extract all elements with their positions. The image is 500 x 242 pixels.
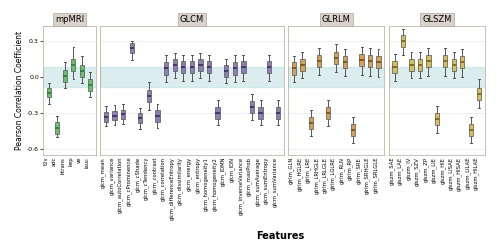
- Bar: [360, 54, 364, 66]
- Bar: [224, 65, 228, 77]
- Bar: [190, 61, 194, 73]
- Bar: [342, 56, 347, 68]
- Title: GLSZM: GLSZM: [422, 15, 452, 24]
- Bar: [351, 124, 355, 136]
- Bar: [300, 59, 304, 71]
- Bar: [250, 101, 254, 113]
- Bar: [410, 59, 414, 71]
- Bar: [80, 65, 84, 77]
- Bar: [207, 61, 211, 73]
- Bar: [434, 113, 439, 125]
- Bar: [292, 62, 296, 75]
- Bar: [88, 79, 92, 91]
- Bar: [172, 59, 177, 71]
- Bar: [232, 62, 237, 75]
- Text: Features: Features: [256, 231, 304, 241]
- Bar: [130, 43, 134, 53]
- Y-axis label: Pearson Correlation Coefficient: Pearson Correlation Coefficient: [15, 31, 24, 150]
- Title: GLRLM: GLRLM: [322, 15, 350, 24]
- Bar: [418, 59, 422, 71]
- Bar: [138, 113, 142, 123]
- Bar: [267, 61, 272, 73]
- Bar: [72, 59, 76, 71]
- Bar: [216, 107, 220, 119]
- Bar: [43, 67, 96, 87]
- Bar: [104, 112, 108, 122]
- Bar: [376, 56, 380, 68]
- Bar: [164, 62, 168, 75]
- Bar: [47, 88, 51, 98]
- Bar: [156, 110, 160, 122]
- Bar: [146, 90, 151, 102]
- Bar: [309, 117, 313, 129]
- Title: GLCM: GLCM: [180, 15, 204, 24]
- Bar: [368, 55, 372, 67]
- Bar: [112, 111, 116, 121]
- Bar: [477, 88, 481, 100]
- Bar: [443, 55, 448, 67]
- Bar: [460, 56, 464, 68]
- Bar: [468, 124, 472, 136]
- Bar: [317, 55, 322, 67]
- Bar: [401, 35, 405, 47]
- Bar: [121, 110, 125, 119]
- Bar: [100, 67, 284, 87]
- Bar: [334, 52, 338, 64]
- Bar: [241, 61, 246, 73]
- Bar: [326, 107, 330, 119]
- Bar: [392, 61, 396, 73]
- Title: mpMRI: mpMRI: [55, 15, 84, 24]
- Bar: [288, 67, 384, 87]
- Bar: [198, 59, 202, 71]
- Bar: [426, 55, 430, 67]
- Bar: [258, 107, 262, 119]
- Bar: [452, 59, 456, 71]
- Bar: [55, 122, 59, 134]
- Bar: [276, 107, 280, 119]
- Bar: [388, 67, 485, 87]
- Bar: [181, 61, 186, 73]
- Bar: [63, 70, 68, 82]
